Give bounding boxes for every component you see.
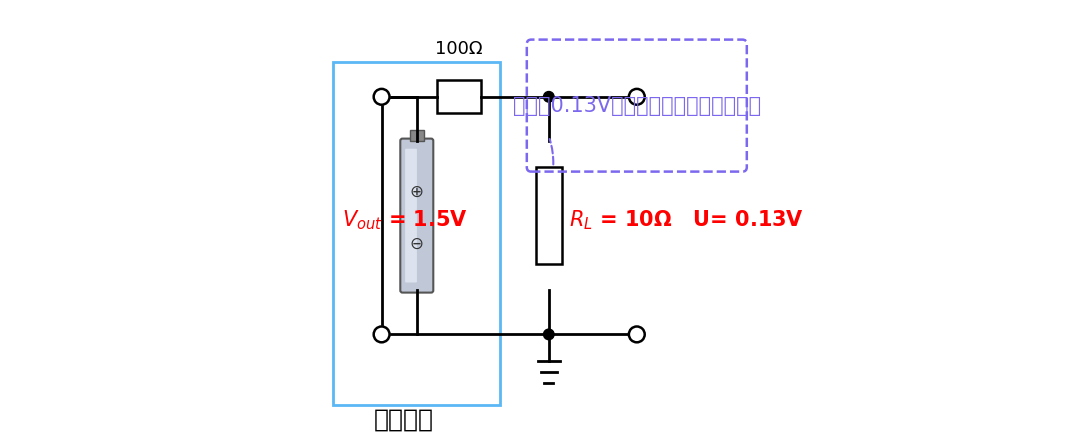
Text: ⊕: ⊕ xyxy=(410,183,423,200)
Bar xyxy=(536,167,562,264)
Circle shape xyxy=(629,326,645,342)
Text: 输出模块: 输出模块 xyxy=(374,407,433,431)
Circle shape xyxy=(543,329,554,340)
Text: 我只有0.13V？你这是什么鸟垃圾电源！: 我只有0.13V？你这是什么鸟垃圾电源！ xyxy=(513,95,761,116)
Text: ⊖: ⊖ xyxy=(410,235,423,253)
Circle shape xyxy=(374,89,390,105)
Bar xyxy=(409,130,424,141)
Text: $R_L$ = 10Ω   U= 0.13V: $R_L$ = 10Ω U= 0.13V xyxy=(568,208,804,232)
Text: $V_{out}$ = 1.5V: $V_{out}$ = 1.5V xyxy=(342,208,468,232)
Circle shape xyxy=(629,89,645,105)
Circle shape xyxy=(374,326,390,342)
Bar xyxy=(436,80,481,113)
Circle shape xyxy=(543,92,554,102)
FancyBboxPatch shape xyxy=(401,139,433,293)
FancyBboxPatch shape xyxy=(405,149,417,282)
Text: 100Ω: 100Ω xyxy=(435,40,483,58)
